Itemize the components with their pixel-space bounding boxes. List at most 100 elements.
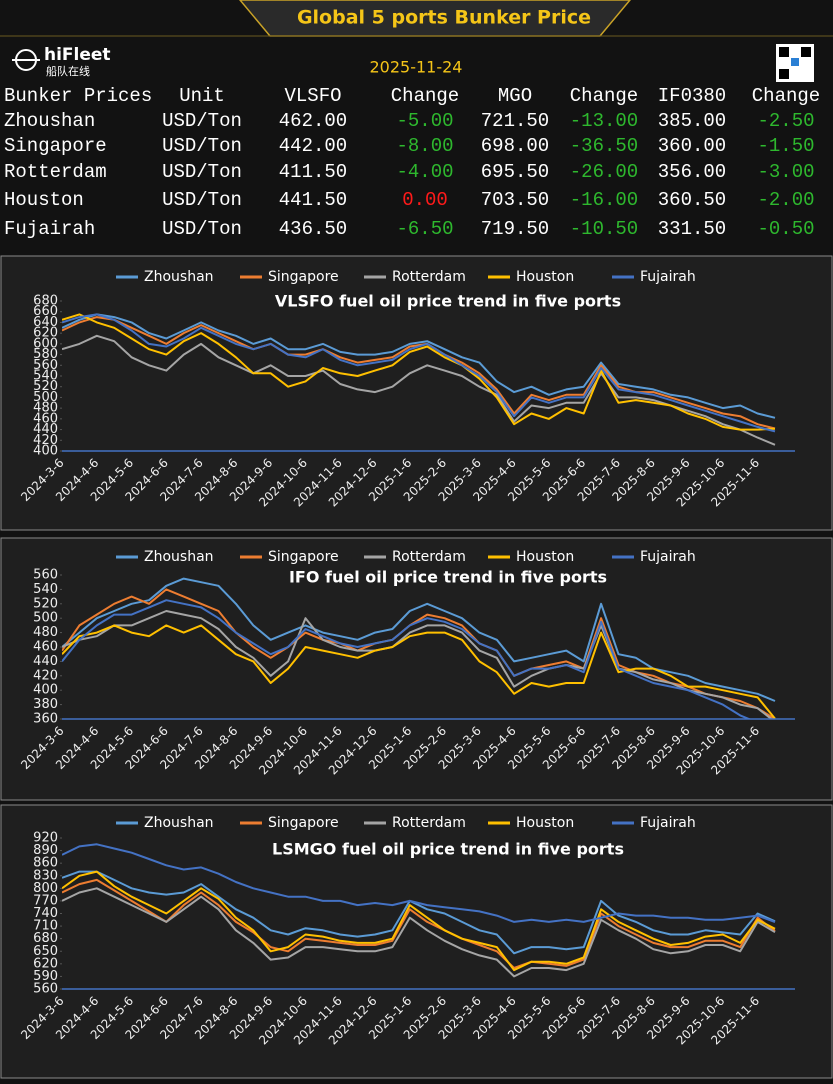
column-header: IF0380 [658, 85, 726, 107]
table-cell: Singapore [4, 135, 107, 157]
table-cell: 441.50 [279, 189, 347, 211]
change-cell: -2.50 [757, 110, 814, 132]
y-tick-label: 770 [33, 893, 58, 908]
legend-label: Fujairah [640, 549, 696, 565]
logo-text: hiFleet [44, 45, 111, 65]
y-tick-label: 560 [33, 982, 58, 997]
change-cell: -8.00 [396, 135, 453, 157]
y-tick-label: 520 [33, 596, 58, 611]
y-tick-label: 420 [33, 433, 58, 448]
y-tick-label: 590 [33, 969, 58, 984]
date: 2025-11-24 [370, 58, 463, 77]
y-tick-label: 800 [33, 881, 58, 896]
legend-label: Zhoushan [144, 269, 214, 285]
y-tick-label: 480 [33, 625, 58, 640]
y-tick-label: 640 [33, 315, 58, 330]
y-tick-label: 540 [33, 582, 58, 597]
legend-label: Zhoushan [144, 815, 214, 831]
legend-label: Rotterdam [392, 269, 466, 285]
y-tick-label: 620 [33, 326, 58, 341]
table-cell: USD/Ton [162, 218, 242, 240]
series-line [62, 316, 776, 430]
y-tick-label: 560 [33, 568, 58, 583]
change-cell: -6.50 [396, 218, 453, 240]
table-cell: 385.00 [658, 110, 726, 132]
series-line [62, 313, 776, 419]
y-tick-label: 440 [33, 422, 58, 437]
chart-title: IFO fuel oil price trend in five ports [289, 568, 607, 587]
y-tick-label: 500 [33, 390, 58, 405]
qr-code [776, 44, 814, 82]
legend-label: Fujairah [640, 269, 696, 285]
change-cell: -2.00 [757, 189, 814, 211]
table-cell: 360.00 [658, 135, 726, 157]
panel-bg [0, 537, 833, 801]
y-tick-label: 460 [33, 640, 58, 655]
table-cell: 721.50 [481, 110, 549, 132]
series-line [62, 870, 776, 955]
change-cell: -0.50 [757, 218, 814, 240]
qr-corner [779, 47, 789, 57]
column-header: Unit [179, 85, 225, 107]
table-cell: 411.50 [279, 161, 347, 183]
y-tick-label: 480 [33, 401, 58, 416]
y-tick-label: 560 [33, 358, 58, 373]
change-cell: -26.00 [570, 161, 638, 183]
table-cell: 331.50 [658, 218, 726, 240]
series-line [62, 334, 776, 446]
series-line [62, 870, 776, 972]
chart-panel: 4004204404604805005205405605806006206406… [0, 255, 833, 531]
table-cell: USD/Ton [162, 110, 242, 132]
table-cell: 436.50 [279, 218, 347, 240]
series-line [62, 843, 776, 924]
y-tick-label: 600 [33, 336, 58, 351]
column-header: VLSFO [284, 85, 341, 107]
table-cell: 360.50 [658, 189, 726, 211]
table-cell: USD/Ton [162, 161, 242, 183]
y-tick-label: 400 [33, 683, 58, 698]
change-cell: -4.00 [396, 161, 453, 183]
series-line [62, 599, 752, 719]
change-cell: -10.50 [570, 218, 638, 240]
legend-label: Zhoushan [144, 549, 214, 565]
legend-label: Singapore [268, 815, 339, 831]
series-line [62, 588, 776, 719]
y-tick-label: 500 [33, 611, 58, 626]
y-tick-label: 680 [33, 294, 58, 309]
qr-corner [801, 47, 811, 57]
qr-center [791, 58, 799, 66]
y-tick-label: 680 [33, 931, 58, 946]
y-tick-label: 440 [33, 654, 58, 669]
change-cell: -5.00 [396, 110, 453, 132]
table-cell: 698.00 [481, 135, 549, 157]
y-tick-label: 460 [33, 411, 58, 426]
column-header: Change [391, 85, 459, 107]
table-cell: Zhoushan [4, 110, 95, 132]
change-cell: -16.00 [570, 189, 638, 211]
table-cell: Houston [4, 189, 84, 211]
y-tick-label: 890 [33, 843, 58, 858]
table-cell: Rotterdam [4, 161, 107, 183]
chart-panel: 3603804004204404604805005205405602024-3-… [0, 537, 833, 801]
column-header: Change [570, 85, 638, 107]
legend-label: Houston [516, 269, 574, 285]
chart-panel: 5605906206506807107407708008308608909202… [0, 804, 833, 1079]
series-line [62, 887, 776, 978]
y-tick-label: 580 [33, 347, 58, 362]
qr-corner [779, 69, 789, 79]
y-tick-label: 710 [33, 919, 58, 934]
y-tick-label: 860 [33, 856, 58, 871]
table-cell: 695.50 [481, 161, 549, 183]
y-tick-label: 920 [33, 831, 58, 846]
column-header: Change [752, 85, 820, 107]
table-cell: USD/Ton [162, 189, 242, 211]
change-cell: -13.00 [570, 110, 638, 132]
column-header: Bunker Prices [4, 85, 152, 107]
change-cell: -1.50 [757, 135, 814, 157]
table-cell: 719.50 [481, 218, 549, 240]
series-line [62, 313, 776, 433]
legend-label: Singapore [268, 549, 339, 565]
y-tick-label: 420 [33, 668, 58, 683]
